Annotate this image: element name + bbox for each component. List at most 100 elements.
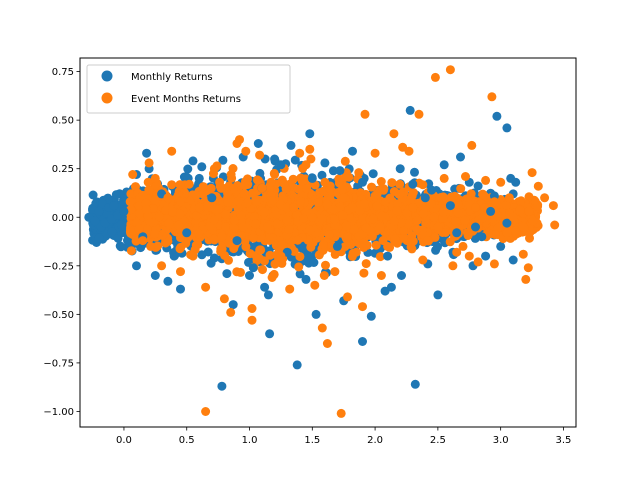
point-monthly-returns (305, 129, 315, 139)
point-monthly-returns (307, 173, 317, 183)
cloud-point (408, 236, 418, 246)
point-event-months-returns (461, 172, 470, 181)
cloud-point (341, 221, 351, 231)
legend-label-event-months-returns: Event Months Returns (131, 94, 241, 105)
cloud-point (181, 238, 191, 248)
point-event-months-returns (487, 92, 497, 102)
cloud-point (348, 203, 358, 213)
cloud-point (371, 240, 381, 250)
point-event-months-returns (389, 129, 399, 139)
cloud-point (328, 204, 338, 214)
point-event-months-returns (448, 261, 458, 271)
point-monthly-returns (433, 290, 443, 300)
cloud-point (193, 240, 203, 250)
cloud-point (396, 218, 406, 228)
point-monthly-returns (408, 179, 418, 189)
point-event-months-returns (209, 164, 219, 174)
point-event-months-returns (247, 315, 257, 325)
cloud-point (221, 209, 231, 219)
cloud-point (252, 255, 262, 265)
cloud-point (477, 213, 487, 223)
point-event-months-returns (295, 148, 305, 158)
cloud-point (209, 215, 219, 225)
cloud-point (367, 182, 377, 192)
point-monthly-returns (496, 241, 506, 251)
point-monthly-returns (207, 193, 217, 203)
cloud-point (241, 242, 251, 252)
cloud-point (478, 189, 488, 199)
cloud-point (215, 182, 225, 191)
cloud-point (258, 265, 267, 275)
point-monthly-returns (311, 309, 321, 319)
cloud-point (322, 199, 332, 209)
cloud-point (252, 175, 262, 185)
cloud-point (395, 179, 405, 189)
point-monthly-returns (486, 206, 496, 216)
point-event-months-returns (473, 257, 483, 267)
point-event-months-returns (464, 251, 474, 261)
cloud-point (176, 233, 185, 243)
point-event-months-returns (285, 284, 295, 294)
cloud-point (94, 233, 104, 243)
point-monthly-returns (182, 228, 192, 238)
point-monthly-returns (116, 220, 126, 230)
cloud-point (436, 193, 446, 202)
x-tick-label: 1.5 (304, 435, 320, 446)
x-tick-label: 2.0 (367, 435, 383, 446)
cloud-point (453, 199, 463, 209)
cloud-point (295, 269, 305, 279)
cloud-point (372, 189, 382, 199)
cloud-point (385, 193, 395, 203)
point-event-months-returns (201, 282, 211, 292)
cloud-point (218, 155, 228, 165)
point-monthly-returns (209, 253, 219, 263)
cloud-point (107, 227, 117, 237)
point-monthly-returns (481, 251, 491, 261)
point-event-months-returns (423, 236, 433, 246)
point-monthly-returns (320, 158, 330, 168)
point-monthly-returns (90, 216, 100, 226)
point-monthly-returns (248, 263, 258, 273)
point-event-months-returns (370, 148, 380, 158)
cloud-point (410, 167, 419, 177)
point-monthly-returns (332, 241, 342, 251)
cloud-point (240, 180, 249, 190)
point-event-months-returns (320, 177, 330, 187)
point-monthly-returns (292, 360, 302, 370)
cloud-point (126, 246, 136, 256)
point-event-months-returns (511, 226, 521, 236)
cloud-point (223, 197, 233, 207)
point-event-months-returns (217, 232, 227, 242)
cloud-point (282, 215, 292, 225)
point-monthly-returns (119, 206, 129, 216)
point-monthly-returns (477, 232, 487, 242)
point-monthly-returns (386, 282, 396, 292)
cloud-point (450, 191, 460, 201)
point-event-months-returns (339, 193, 349, 203)
legend-marker-event-months-returns (101, 92, 113, 104)
cloud-point (297, 176, 307, 186)
point-event-months-returns (138, 236, 148, 246)
cloud-point (349, 225, 359, 234)
legend-box (86, 64, 291, 114)
cloud-point (460, 215, 470, 225)
cloud-point (390, 234, 400, 244)
point-monthly-returns (492, 111, 502, 121)
point-event-months-returns (489, 197, 499, 207)
cloud-point (515, 205, 525, 215)
point-event-months-returns (471, 203, 480, 212)
cloud-point (229, 244, 239, 254)
cloud-point (402, 208, 412, 218)
point-monthly-returns (222, 269, 232, 279)
scatter-points (84, 65, 560, 418)
cloud-point (321, 260, 330, 270)
point-event-months-returns (508, 212, 518, 222)
cloud-point (239, 189, 249, 199)
point-event-months-returns (226, 307, 236, 317)
point-event-months-returns (270, 170, 280, 179)
cloud-point (290, 155, 300, 165)
point-event-months-returns (496, 177, 506, 187)
cloud-point (141, 205, 151, 215)
point-monthly-returns (197, 162, 207, 172)
